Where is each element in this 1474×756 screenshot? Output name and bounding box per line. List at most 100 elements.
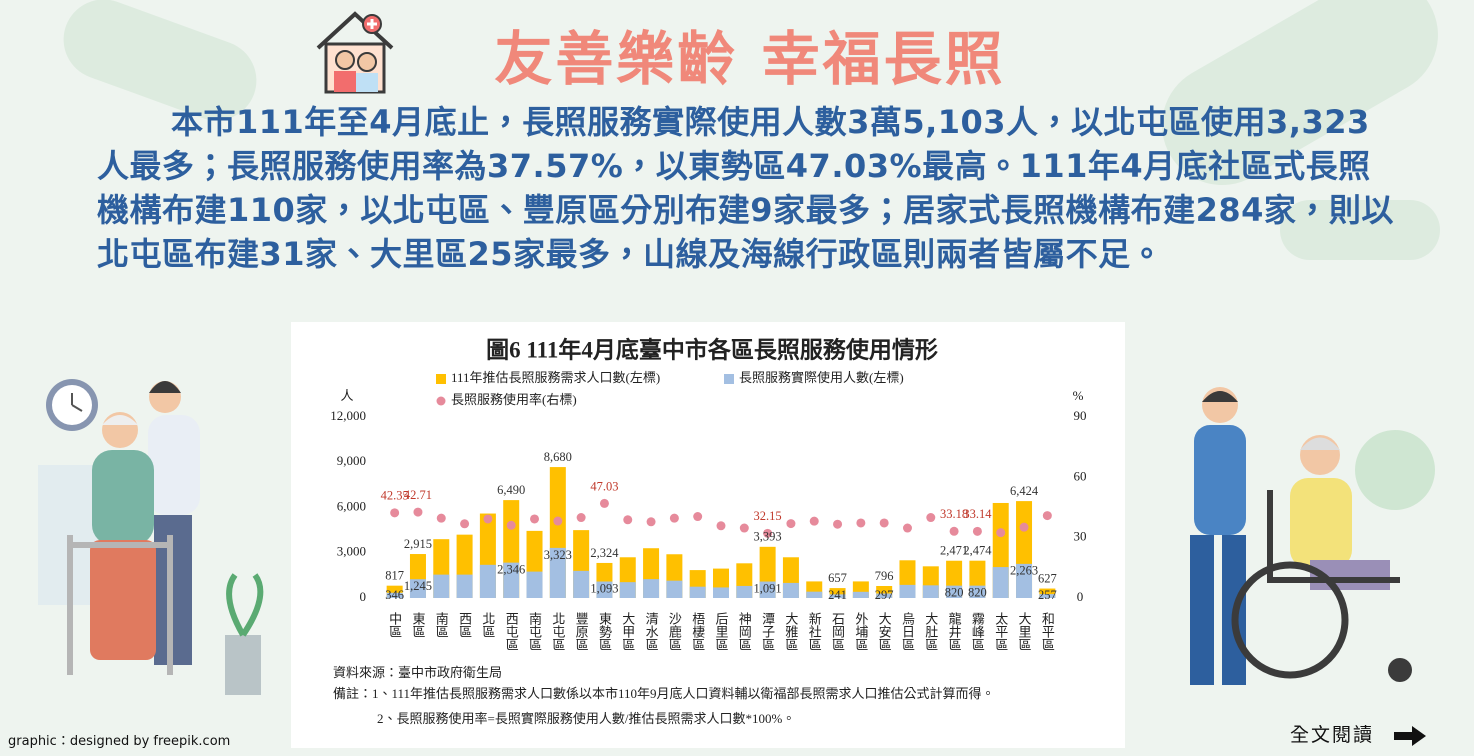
y2-axis-label: % [1073,388,1084,403]
data-label: 42.71 [404,488,432,502]
bar [852,591,869,598]
rate-dot [739,523,749,533]
legend-label: 長照服務實際使用人數(左標) [739,370,904,385]
read-more-text[interactable]: 全文閱讀 [1290,724,1375,746]
data-label: 257 [1038,588,1057,602]
bar [503,562,520,598]
bar [433,574,450,598]
rate-dot [996,528,1006,538]
bar [596,581,613,598]
bar [409,579,426,598]
data-label: 820 [945,586,964,600]
data-label: 297 [875,588,894,602]
data-label: 2,915 [404,537,432,551]
data-label: 42.35 [381,489,409,503]
chart: 圖6 111年4月底臺中市各區長照服務使用情形 人 % 資料來源：臺中市政府衛生… [291,322,1125,748]
y-tick-label: 3,000 [337,544,366,559]
x-tick-label: 太平區 [993,612,1008,651]
x-tick-label: 神岡區 [737,612,752,651]
data-label: 33.18 [940,507,968,521]
footnote: 2、長照服務使用率=長照實際服務使用人數/推估長照需求人口數*100%。 [377,711,795,726]
x-tick-label: 西區 [457,612,472,638]
rate-dot [786,519,796,529]
data-label: 796 [875,569,894,583]
bar [969,585,986,598]
bar [573,570,590,598]
data-label: 2,346 [497,562,525,576]
bar [782,582,799,598]
read-more-link[interactable]: 全文閱讀 [1290,720,1428,747]
x-tick-label: 外埔區 [853,612,868,651]
y-tick-label: 6,000 [337,498,366,513]
bar [456,574,473,598]
x-tick-label: 沙鹿區 [667,612,682,651]
house-icon [316,11,394,94]
arrow-icon[interactable] [1392,726,1428,746]
bar [526,571,543,598]
rate-dot [506,520,516,530]
data-label: 820 [968,586,987,600]
x-tick-label: 烏日區 [900,611,915,651]
bar [689,586,706,598]
rate-dot [530,514,540,524]
y-tick-label: 0 [360,589,367,604]
bar [1039,594,1056,598]
data-label: 33.14 [963,507,992,521]
x-tick-label: 北屯區 [550,612,565,651]
x-tick-label: 潭子區 [760,612,775,651]
bar [922,585,939,598]
rate-dot [763,528,773,538]
background-shape [1280,200,1440,260]
bar [479,564,496,598]
rate-dot [972,526,982,536]
data-label: 627 [1038,571,1057,585]
rate-dot [926,513,936,523]
bar [1016,563,1033,598]
footnote: 備註：1、111年推估長照服務需求人口數係以本市110年9月底人口資料輔以衛福部… [333,686,995,701]
rate-dot [576,513,586,523]
data-label: 6,424 [1010,484,1039,498]
data-label: 241 [828,588,847,602]
rate-dot [623,515,633,525]
x-tick-label: 西屯區 [504,612,519,651]
x-tick-label: 和平區 [1040,612,1055,651]
data-label: 346 [385,588,404,602]
rate-dot [949,526,959,536]
source-note: 資料來源：臺中市政府衛生局 [333,665,502,680]
x-tick-label: 清水區 [644,612,659,651]
rate-dot [856,518,866,528]
x-tick-label: 龍井區 [947,611,962,651]
rate-dot [693,512,703,522]
bar [876,593,893,598]
data-label: 2,324 [590,546,619,560]
data-label: 2,263 [1010,564,1038,578]
bar [992,567,1009,598]
y2-tick-label: 90 [1074,408,1087,423]
chart-title: 圖6 111年4月底臺中市各區長照服務使用情形 [486,336,938,362]
bar [759,581,776,598]
bar [386,592,403,598]
x-tick-label: 大安區 [877,612,892,651]
rate-dot [646,517,656,527]
x-tick-label: 后里區 [714,612,729,651]
x-tick-label: 霧峰區 [970,612,985,651]
bar [806,591,823,598]
x-tick-label: 大雅區 [783,612,798,651]
x-tick-label: 大甲區 [620,612,635,651]
data-label: 1,091 [754,581,782,595]
x-tick-label: 梧棲區 [690,612,705,651]
rate-dot [833,519,843,529]
y2-tick-label: 60 [1074,468,1087,483]
data-label: 3,393 [754,530,782,544]
bar [946,585,963,598]
x-tick-label: 大里區 [1017,612,1032,651]
x-tick-label: 新社區 [807,611,822,651]
data-label: 2,474 [963,544,992,558]
y-axis-label: 人 [340,388,353,403]
rate-dot [436,513,446,523]
x-tick-label: 豐原區 [574,612,589,651]
y2-tick-label: 30 [1074,529,1087,544]
page-title: 友善樂齡 幸福長照 [494,25,1006,93]
bar [619,582,636,598]
